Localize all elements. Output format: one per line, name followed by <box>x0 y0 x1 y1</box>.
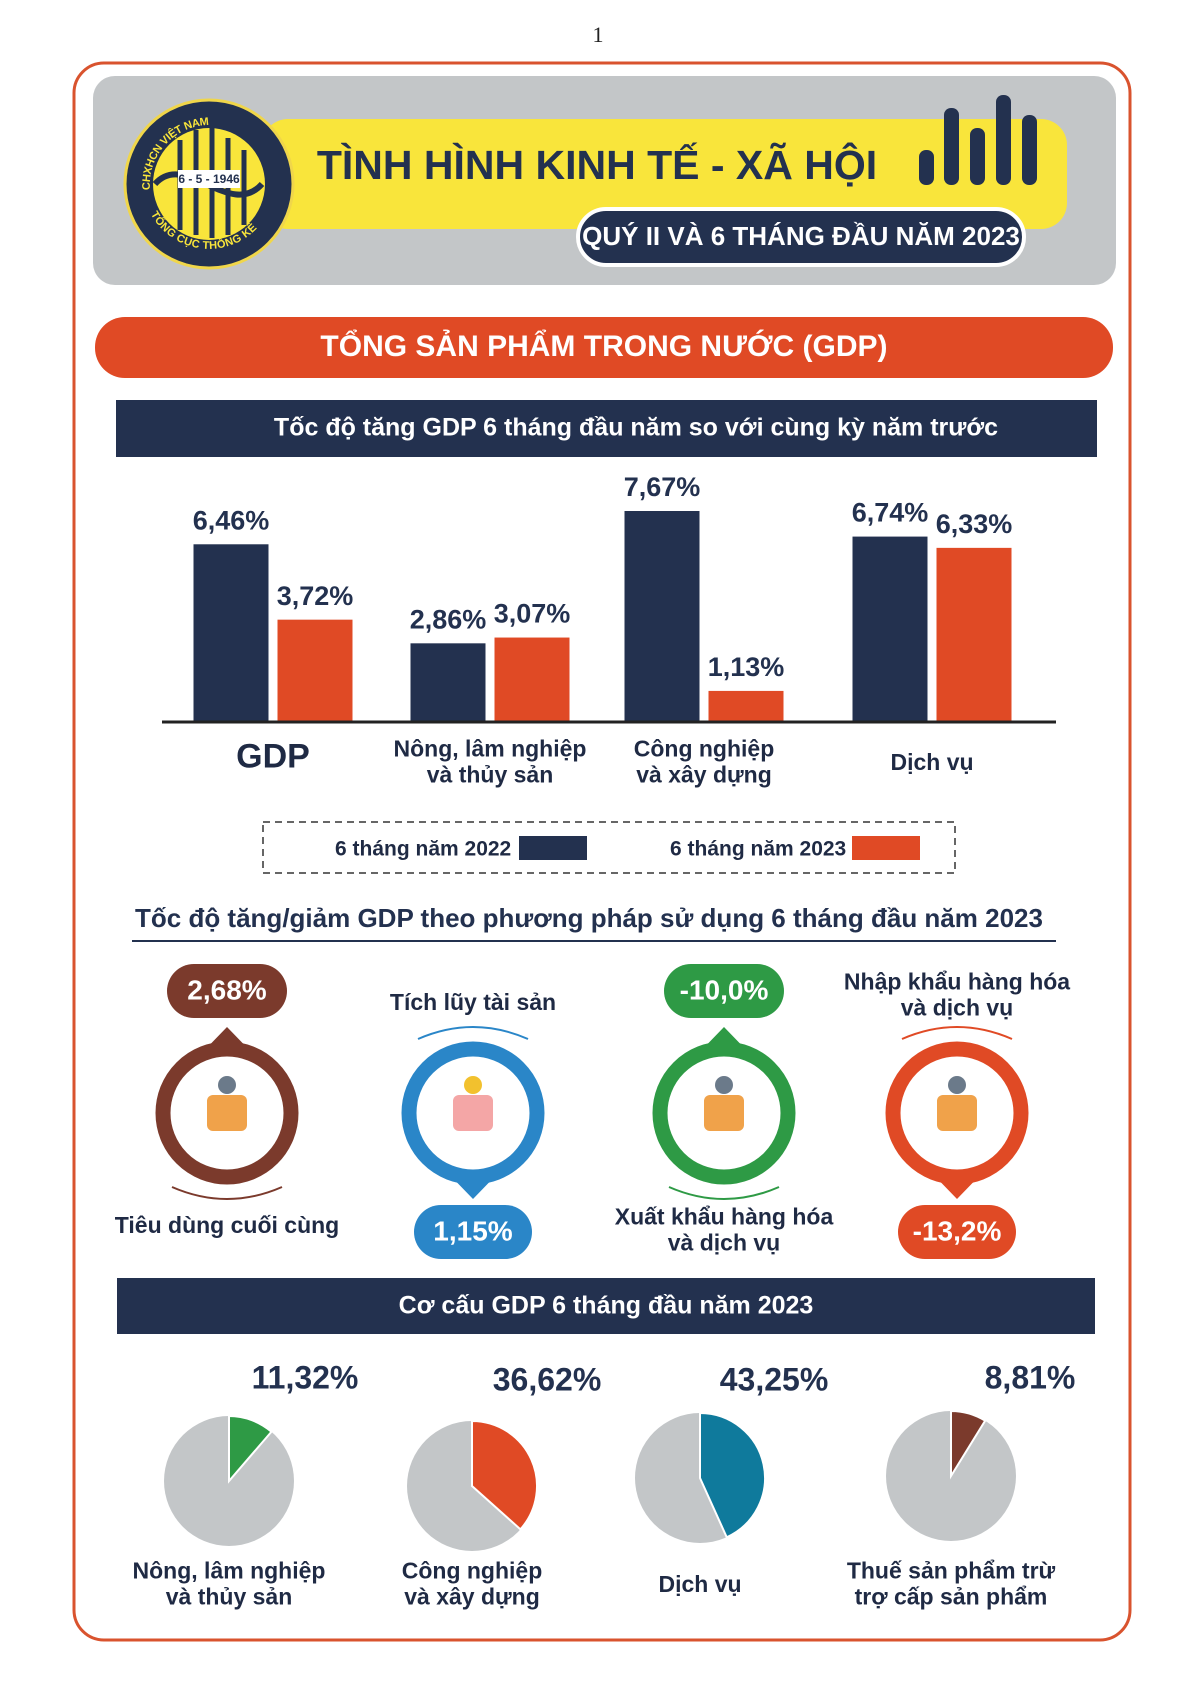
logo-date-box <box>178 170 240 188</box>
bar-chart-title-band <box>116 400 1097 457</box>
bar-chart-title: Tốc độ tăng GDP 6 tháng đầu năm so với c… <box>274 414 998 442</box>
page-number: 1 <box>593 22 604 47</box>
header-title: TÌNH HÌNH KINH TẾ - XÃ HỘI <box>317 142 877 188</box>
header-icon <box>919 95 1037 185</box>
pie-slice <box>950 1409 987 1480</box>
usage-value: -13,2% <box>913 1215 1002 1246</box>
icon-dot <box>218 1076 236 1094</box>
bar <box>708 690 784 722</box>
category-label: Công nghiệp và xây dựng <box>633 735 775 788</box>
usage-value: 1,15% <box>433 1215 512 1246</box>
subtitle-pill <box>576 207 1026 267</box>
icon-dot <box>948 1076 966 1094</box>
category-label: GDP <box>236 737 310 776</box>
category-label: Nông, lâm nghiệp và thủy sản <box>393 735 587 788</box>
ring-arc <box>901 1026 1013 1040</box>
pie-value-label: 11,32% <box>252 1359 359 1395</box>
usage-label: Xuất khẩu hàng hóa và dịch vụ <box>614 1203 834 1256</box>
pie-category-label: Nông, lâm nghiệp và thủy sản <box>132 1557 326 1610</box>
icon-dot <box>464 1076 482 1094</box>
legend-swatch <box>852 836 920 860</box>
usage-value: -10,0% <box>680 974 769 1005</box>
pie-title-band <box>117 1278 1095 1334</box>
value-pill <box>664 964 784 1018</box>
usage-value: 2,68% <box>187 974 266 1005</box>
icon-dot <box>715 1076 733 1094</box>
bar <box>277 619 353 722</box>
bar-value-label: 6,33% <box>936 509 1013 539</box>
usage-label: Tiêu dùng cuối cùng <box>114 1211 340 1238</box>
ring-arc <box>171 1186 283 1200</box>
pie-value-label: 8,81% <box>985 1359 1076 1395</box>
pie-category-label: Thuế sản phẩm trừ trợ cấp sản phẩm <box>846 1557 1056 1610</box>
value-pill <box>167 964 287 1018</box>
category-label: Dịch vụ <box>890 748 974 775</box>
usage-label: Tích lũy tài sản <box>389 988 557 1015</box>
bar <box>494 637 570 722</box>
icon <box>704 1095 744 1131</box>
bar <box>410 643 486 722</box>
section-title: TỔNG SẢN PHẨM TRONG NƯỚC (GDP) <box>320 329 887 363</box>
value-pill <box>898 1205 1016 1259</box>
section-pill <box>95 317 1113 378</box>
header-band <box>262 119 1067 229</box>
bar <box>193 544 269 722</box>
bar-value-label: 7,67% <box>624 472 701 502</box>
pie-category-label: Công nghiệp và xây dựng <box>401 1557 543 1610</box>
bar <box>852 536 928 722</box>
ring-arc <box>417 1026 529 1040</box>
usage-title: Tốc độ tăng/giảm GDP theo phương pháp sử… <box>135 903 1043 933</box>
pie-value-label: 36,62% <box>493 1361 602 1397</box>
bar-value-label: 1,13% <box>708 652 785 682</box>
bar-value-label: 6,74% <box>852 498 929 528</box>
ring-arc <box>668 1186 780 1200</box>
bar <box>624 511 700 722</box>
legend-label: 6 tháng năm 2023 <box>670 838 846 861</box>
pie-slice <box>699 1411 766 1539</box>
legend-label: 6 tháng năm 2022 <box>335 838 511 861</box>
logo-date: 6 - 5 - 1946 <box>178 172 240 186</box>
pie-value-label: 43,25% <box>720 1361 829 1397</box>
bar-value-label: 6,46% <box>193 505 270 535</box>
legend-swatch <box>519 836 587 860</box>
icon <box>207 1095 247 1131</box>
page-border <box>72 61 1132 1642</box>
icon <box>937 1095 977 1131</box>
pie-slice <box>228 1414 273 1484</box>
bar-value-label: 3,72% <box>277 581 354 611</box>
value-pill <box>414 1205 532 1259</box>
bar-value-label: 3,07% <box>494 599 571 629</box>
pie-category-label: Dịch vụ <box>658 1570 742 1597</box>
header-subtitle: QUÝ II VÀ 6 THÁNG ĐẦU NĂM 2023 <box>582 221 1020 251</box>
pie-slice <box>471 1419 538 1531</box>
bar <box>936 547 1012 722</box>
usage-label: Nhập khẩu hàng hóa và dịch vụ <box>843 968 1071 1021</box>
pie-title: Cơ cấu GDP 6 tháng đầu năm 2023 <box>399 1292 814 1320</box>
bar-value-label: 2,86% <box>410 604 487 634</box>
icon <box>453 1095 493 1131</box>
